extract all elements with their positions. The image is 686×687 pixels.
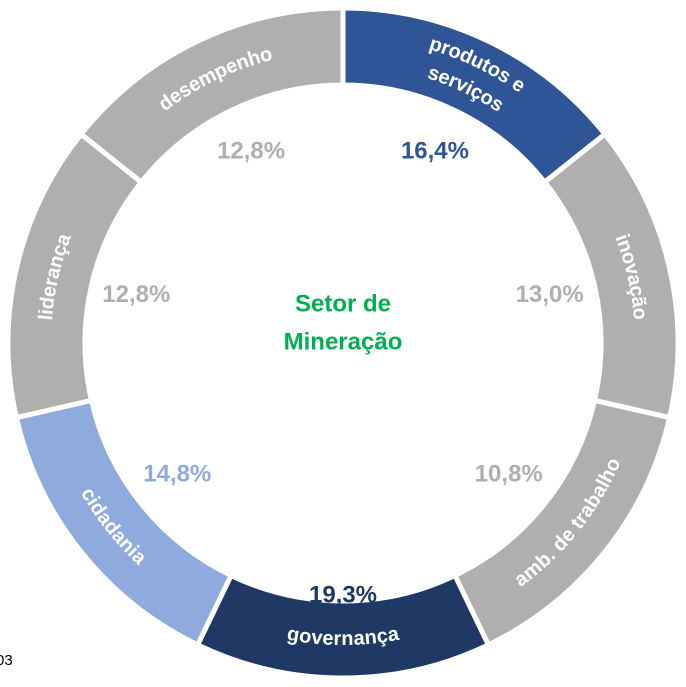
value-label: 19,3% xyxy=(309,581,377,608)
donut-segment xyxy=(5,130,145,421)
donut-segment xyxy=(77,5,346,186)
value-label: 12,8% xyxy=(217,137,285,164)
donut-segment xyxy=(541,130,681,421)
value-label: 14,8% xyxy=(143,461,211,488)
value-label: 10,8% xyxy=(475,461,543,488)
donut-segment xyxy=(451,397,673,649)
donut-segment xyxy=(13,397,235,649)
value-label: 12,8% xyxy=(102,281,170,308)
chart-title: Mineração xyxy=(284,328,403,355)
page-number: 03 xyxy=(0,652,13,669)
value-label: 13,0% xyxy=(516,281,584,308)
value-label: 16,4% xyxy=(401,137,469,164)
chart-title: Setor de xyxy=(295,290,391,317)
